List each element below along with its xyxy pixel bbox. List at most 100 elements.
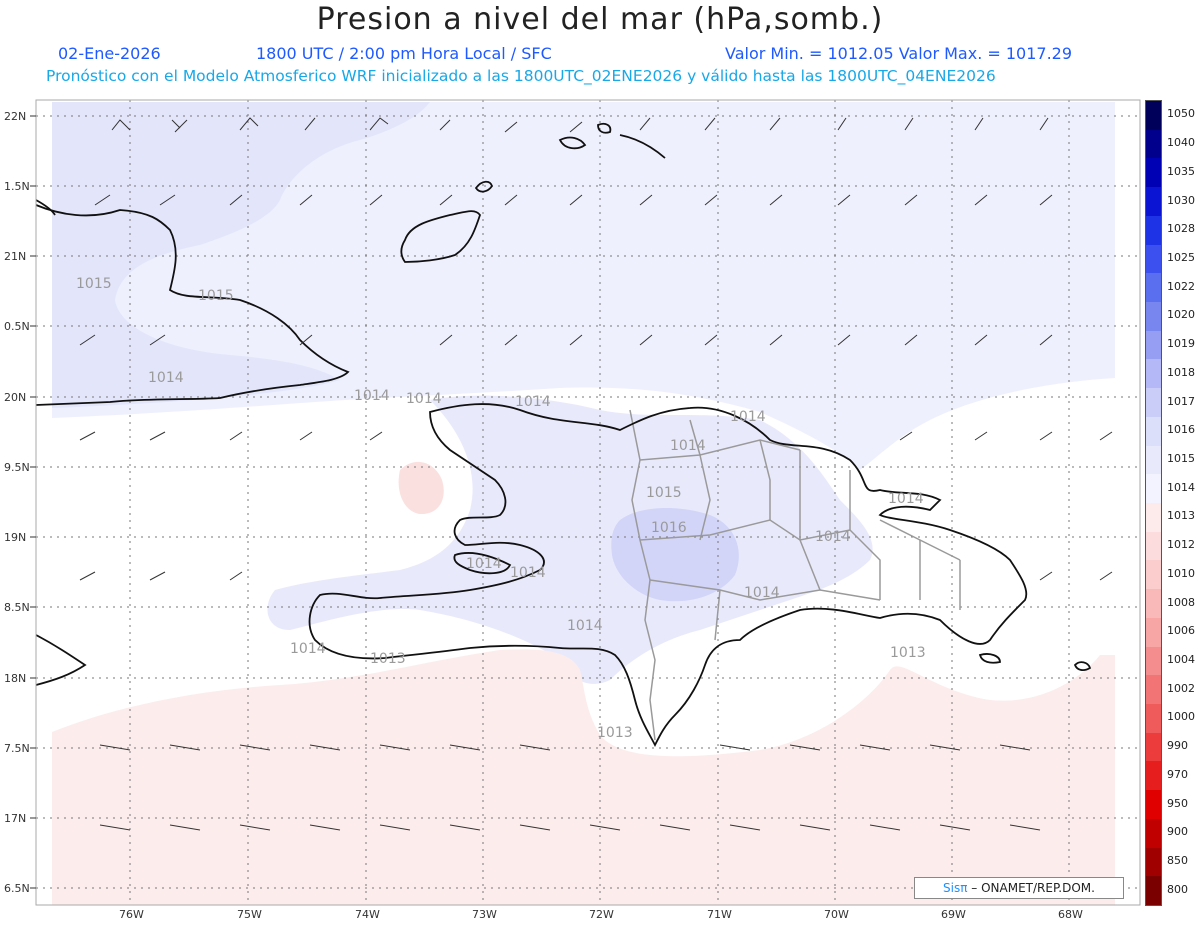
lon-label: 74W (355, 908, 380, 921)
legend-swatch (1146, 244, 1161, 274)
legend-level-label: 1025 (1167, 250, 1195, 264)
legend-level-label: 900 (1167, 825, 1188, 839)
contour-label: 1013 (597, 725, 633, 741)
credit-box: Sisπ – ONAMET/REP.DOM. (914, 877, 1124, 899)
pressure-field-1015 (52, 102, 430, 408)
legend-level-label: 990 (1167, 739, 1188, 753)
legend-level-label: 1013 (1167, 509, 1195, 523)
lat-label: 8.5N (4, 601, 30, 614)
legend-swatch (1146, 330, 1161, 360)
lat-label: 9.5N (4, 461, 30, 474)
legend-swatch (1146, 416, 1161, 447)
legend-level-label: 1014 (1167, 480, 1195, 494)
legend-level-label: 1050 (1167, 107, 1195, 121)
legend-swatch (1146, 761, 1161, 791)
lon-label: 72W (589, 908, 614, 921)
latitude-axis: 22N 1.5N 21N 0.5N 20N 9.5N 19N 8.5N 18N … (4, 110, 30, 895)
contour-label: 1014 (466, 556, 502, 572)
lat-label: 20N (4, 391, 26, 404)
contour-label: 1013 (890, 645, 926, 661)
legend-level-label: 1006 (1167, 624, 1195, 638)
model-subtitle: Pronóstico con el Modelo Atmosferico WRF… (46, 67, 996, 85)
contour-label: 1015 (646, 485, 682, 501)
legend-level-label: 1028 (1167, 222, 1195, 236)
legend-level-label: 1035 (1167, 164, 1195, 178)
legend-level-label: 970 (1167, 767, 1188, 781)
legend-level-label: 1008 (1167, 595, 1195, 609)
lon-label: 69W (941, 908, 966, 921)
legend-swatch (1146, 560, 1161, 590)
legend-level-label: 1018 (1167, 365, 1195, 379)
map-title: Presion a nivel del mar (hPa,somb.) (316, 2, 884, 37)
pressure-field-island (267, 395, 873, 684)
contour-label: 1014 (510, 565, 546, 581)
legend-swatch (1146, 531, 1161, 561)
pressure-color-legend (1145, 100, 1162, 906)
legend-level-label: 1016 (1167, 423, 1195, 437)
legend-level-label: 1015 (1167, 451, 1195, 465)
legend-swatch (1146, 876, 1161, 906)
lat-label: 17N (4, 812, 26, 825)
sispi-logo: Sisπ (943, 881, 968, 895)
axes-frame (35, 99, 1141, 906)
contour-label: 1014 (730, 409, 766, 425)
legend-swatch (1146, 359, 1161, 389)
legend-swatch (1146, 474, 1161, 504)
contour-label: 1014 (290, 641, 326, 657)
lat-label: 0.5N (4, 320, 30, 333)
legend-level-label: 1000 (1167, 710, 1195, 724)
legend-level-label: 1010 (1167, 566, 1195, 580)
lat-label: 1.5N (4, 180, 30, 193)
contour-label: 1014 (406, 391, 442, 407)
credit-org: – ONAMET/REP.DOM. (971, 881, 1095, 895)
legend-level-label: 1019 (1167, 337, 1195, 351)
min-max-values: Valor Min. = 1012.05 Valor Max. = 1017.2… (725, 44, 1073, 63)
grid-lines (36, 100, 1140, 905)
legend-level-label: 1022 (1167, 279, 1195, 293)
legend-level-label: 1002 (1167, 681, 1195, 695)
forecast-time: 1800 UTC / 2:00 pm Hora Local / SFC (256, 44, 552, 63)
contour-label: 1014 (148, 370, 184, 386)
legend-level-label: 800 (1167, 882, 1188, 896)
legend-swatch (1146, 302, 1161, 332)
lon-label: 70W (824, 908, 849, 921)
lat-label: 22N (4, 110, 26, 123)
contour-label: 1014 (670, 438, 706, 454)
legend-level-label: 1030 (1167, 193, 1195, 207)
legend-swatch (1146, 675, 1161, 705)
contour-label: 1014 (888, 491, 924, 507)
legend-swatch (1146, 445, 1161, 475)
contour-label: 1014 (354, 388, 390, 404)
contour-label: 1015 (76, 276, 112, 292)
pressure-field-1016 (611, 508, 739, 602)
legend-swatch (1146, 215, 1161, 246)
legend-swatch (1146, 847, 1161, 877)
legend-swatch (1146, 704, 1161, 734)
legend-level-label: 1020 (1167, 308, 1195, 322)
legend-swatch (1146, 646, 1161, 676)
legend-swatch (1146, 129, 1161, 159)
legend-swatch (1146, 273, 1161, 303)
lon-label: 75W (237, 908, 262, 921)
contour-label: 1015 (198, 288, 234, 304)
contour-label: 1014 (515, 394, 551, 410)
lon-label: 71W (707, 908, 732, 921)
lat-label: 18N (4, 672, 26, 685)
lat-label: 7.5N (4, 742, 30, 755)
legend-swatch (1146, 101, 1161, 131)
pressure-cell-pink (398, 461, 444, 515)
legend-swatch (1146, 790, 1161, 820)
contour-label: 1013 (370, 651, 406, 667)
wind-barbs (79, 117, 1113, 831)
lat-label: 6.5N (4, 882, 30, 895)
lat-label: 19N (4, 531, 26, 544)
legend-level-label: 1004 (1167, 652, 1195, 666)
lon-label: 68W (1058, 908, 1083, 921)
lat-ticks (30, 115, 36, 889)
legend-swatch (1146, 158, 1161, 188)
province-boundaries (629, 409, 961, 741)
legend-swatch (1146, 589, 1161, 619)
legend-level-label: 950 (1167, 796, 1188, 810)
legend-level-label: 1012 (1167, 538, 1195, 552)
